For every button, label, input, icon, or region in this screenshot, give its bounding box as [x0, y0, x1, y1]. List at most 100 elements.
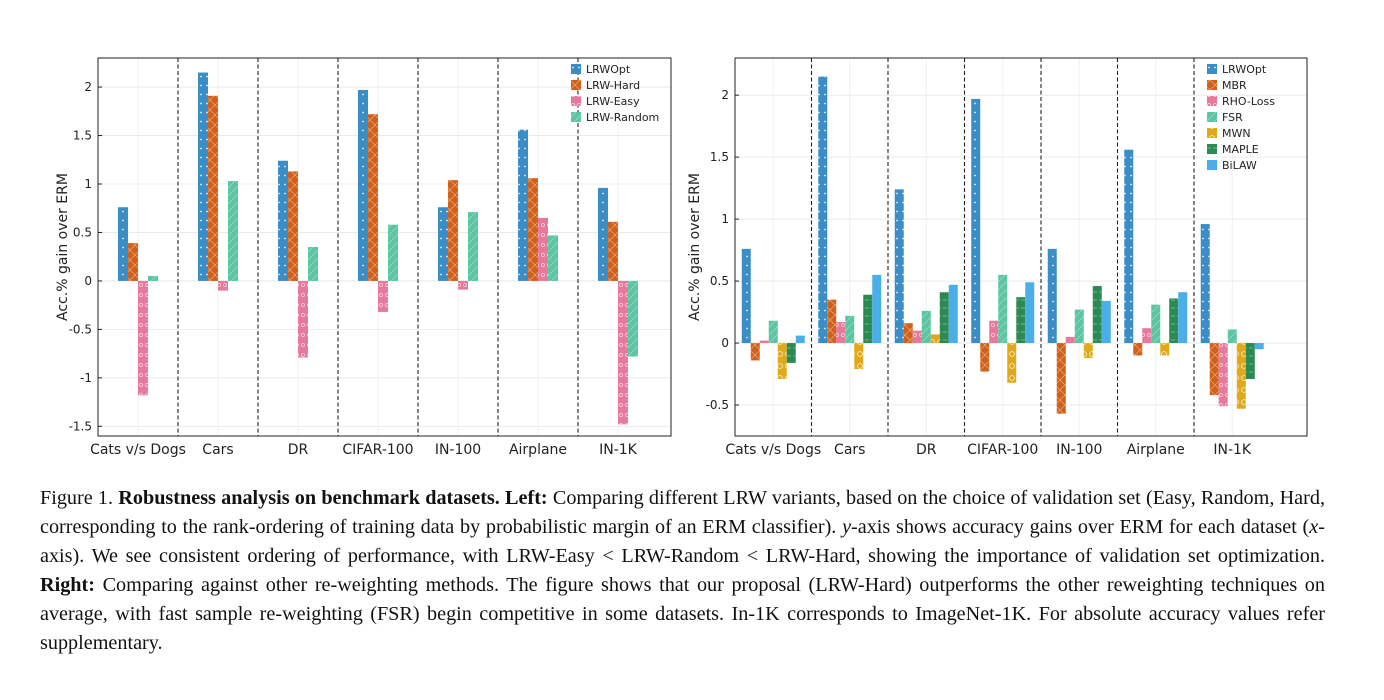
bar-mwn-dr [930, 334, 940, 344]
category-separators [810, 58, 1195, 436]
x-tick-label: Cats v/s Dogs [90, 442, 186, 458]
caption-x-italic: x [1309, 516, 1319, 538]
bar-lrw-random-cats-v-s-dogs [148, 276, 158, 281]
bar-lrw-hard-airplane [528, 178, 538, 281]
x-tick-label: IN-1K [599, 442, 638, 458]
x-tick-label: IN-100 [435, 442, 481, 458]
bar-mbr-cats-v-s-dogs [750, 343, 760, 361]
bar-lrw-random-cars [228, 181, 238, 281]
bar-lrw-hard-cars [208, 95, 218, 281]
x-tick-label: DR [916, 442, 937, 458]
bar-bilaw-in-1k [1254, 343, 1264, 350]
bar-lrwopt-in-1k [598, 187, 608, 281]
y-axis: -1.5 -1 -0.5 0 0.5 1 1.5 2 [69, 80, 102, 433]
bar-mbr-dr [903, 323, 913, 344]
bar-mwn-airplane [1160, 343, 1170, 356]
bar-lrwopt-cifar-100 [971, 98, 981, 344]
bar-mwn-cifar-100 [1007, 343, 1017, 383]
legend-item-fsr: FSR [1207, 111, 1243, 124]
y-axis-label: Acc.% gain over ERM [687, 173, 703, 321]
bar-rho-loss-in-100 [1065, 336, 1075, 344]
y-tick-label: -0.5 [706, 398, 729, 412]
bar-lrw-random-dr [308, 247, 318, 281]
bar-mwn-cars [854, 343, 864, 370]
legend-label: LRWOpt [1222, 63, 1267, 76]
bar-fsr-dr [921, 310, 931, 344]
bar-rho-loss-cars [836, 321, 846, 344]
plot-frame [97, 57, 672, 437]
legend-item-lrwopt: LRWOpt [571, 63, 631, 76]
bar-lrwopt-cifar-100 [358, 89, 368, 281]
bar-bilaw-cars [872, 274, 882, 344]
bar-maple-dr [939, 292, 949, 344]
x-tick-label: IN-100 [1056, 442, 1102, 458]
bar-mwn-in-1k [1236, 343, 1246, 409]
y-tick-label: -1 [80, 371, 92, 385]
bar-rho-loss-in-1k [1218, 343, 1228, 407]
caption-left-text-1: Comparing different LRW variants, based … [40, 487, 1325, 538]
bar-bilaw-airplane [1178, 292, 1188, 344]
bar-lrwopt-cats-v-s-dogs [118, 207, 128, 281]
bar-bilaw-cifar-100 [1025, 282, 1035, 344]
bars [741, 76, 1264, 414]
legend-label: MBR [1222, 79, 1247, 92]
bars [118, 72, 638, 425]
legend-label: LRW-Easy [586, 95, 640, 108]
y-tick-label: 0 [84, 274, 92, 288]
legend-item-lrw-hard: LRW-Hard [571, 79, 640, 92]
legend-item-lrw-easy: LRW-Easy [571, 95, 640, 108]
bar-lrw-easy-airplane [538, 217, 548, 281]
bar-lrw-hard-in-100 [448, 180, 458, 281]
legend-label: LRW-Hard [586, 79, 640, 92]
bar-rho-loss-airplane [1142, 328, 1152, 344]
bar-fsr-in-1k [1227, 329, 1237, 344]
bar-lrw-hard-cifar-100 [368, 114, 378, 281]
bar-maple-in-100 [1092, 286, 1102, 344]
y-tick-label: 1 [721, 212, 729, 226]
figure-caption: Figure 1. Robustness analysis on benchma… [40, 484, 1325, 658]
bar-mbr-in-100 [1056, 343, 1066, 414]
legend: LRWOpt MBR RHO-Loss FSR MWN MAPLE BiLAW [1207, 63, 1275, 172]
bar-bilaw-dr [948, 284, 958, 344]
bar-fsr-airplane [1151, 304, 1161, 344]
y-axis: -0.5 0 0.5 1 1.5 2 [706, 88, 739, 412]
legend-item-mwn: MWN [1207, 127, 1251, 140]
bar-fsr-cats-v-s-dogs [768, 320, 778, 344]
y-tick-label: 2 [721, 88, 729, 102]
bar-maple-cifar-100 [1016, 297, 1026, 344]
legend-item-mbr: MBR [1207, 79, 1247, 92]
left-chart-panel: -1.5 -1 -0.5 0 0.5 1 1.5 2 Acc.% gain over ERM Ca… [55, 57, 672, 458]
bar-fsr-cifar-100 [998, 274, 1008, 344]
bar-lrw-easy-in-100 [458, 280, 468, 290]
caption-y-italic: y [842, 516, 852, 538]
bar-maple-cats-v-s-dogs [786, 343, 796, 363]
x-tick-label: Cars [202, 442, 233, 458]
y-tick-label: 0.5 [73, 225, 92, 239]
bar-mwn-cats-v-s-dogs [777, 343, 787, 379]
bar-lrwopt-airplane [518, 129, 528, 281]
legend-item-rho-loss: RHO-Loss [1207, 95, 1275, 108]
bar-rho-loss-dr [912, 330, 922, 344]
y-tick-label: 1.5 [73, 129, 92, 143]
legend-label: RHO-Loss [1222, 95, 1275, 108]
bar-fsr-in-100 [1074, 309, 1084, 344]
caption-label: Figure 1. [40, 487, 114, 509]
legend-item-lrw-random: LRW-Random [571, 111, 659, 124]
bar-mbr-cars [827, 299, 837, 344]
bar-maple-in-1k [1245, 343, 1255, 379]
x-tick-label: Cats v/s Dogs [725, 442, 821, 458]
bar-lrw-random-in-100 [468, 212, 478, 281]
bar-lrwopt-in-100 [438, 207, 448, 281]
y-axis-label: Acc.% gain over ERM [55, 173, 71, 321]
bar-bilaw-in-100 [1101, 300, 1111, 344]
grid [735, 58, 1307, 436]
legend-item-maple: MAPLE [1207, 143, 1259, 156]
bar-lrw-random-in-1k [628, 280, 638, 357]
legend-item-lrwopt: LRWOpt [1207, 63, 1267, 76]
bar-lrw-random-airplane [548, 235, 558, 281]
bar-lrw-easy-cars [218, 280, 228, 291]
x-tick-label: Cars [834, 442, 865, 458]
bar-lrw-easy-in-1k [618, 280, 628, 425]
bar-maple-airplane [1169, 298, 1179, 344]
bar-lrwopt-dr [278, 160, 288, 281]
